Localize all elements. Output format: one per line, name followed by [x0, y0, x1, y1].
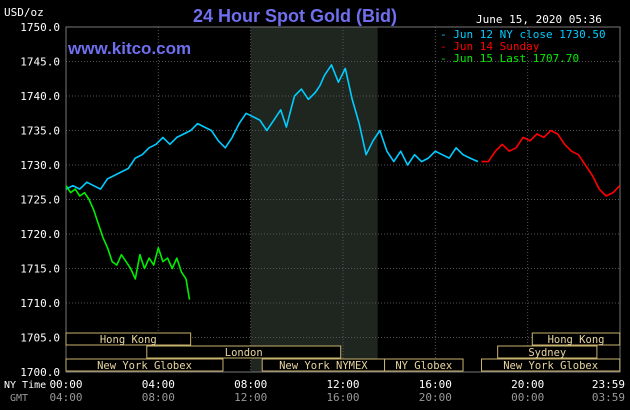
x-tick-label-gmt: 16:00 [326, 391, 359, 404]
y-tick-label: 1745.0 [20, 56, 60, 69]
legend-item-last: - Jun 15 Last 1707.70 [440, 52, 579, 65]
market-session-label: Sydney [528, 347, 566, 359]
chart-date: June 15, 2020 05:36 [476, 13, 602, 26]
x-tick-label-ny: 16:00 [419, 378, 452, 391]
market-session-label: New York Globex [503, 360, 598, 372]
market-session-box [65, 358, 224, 372]
chart-title: 24 Hour Spot Gold (Bid) [193, 6, 397, 26]
x-tick-label-ny: 00:00 [49, 378, 82, 391]
y-tick-label: 1720.0 [20, 228, 60, 241]
market-session-box [481, 358, 621, 372]
x-tick-label-gmt: 12:00 [234, 391, 267, 404]
x-axis-tick-labels: 00:0004:0004:0008:0008:0012:0012:0016:00… [49, 378, 625, 404]
legend-item-ny-close: - Jun 12 NY close 1730.50 [440, 28, 606, 41]
x-tick-label-gmt: 08:00 [142, 391, 175, 404]
series-line [65, 64, 479, 190]
y-tick-label: 1730.0 [20, 159, 60, 172]
market-session-box [146, 345, 342, 359]
y-tick-label: 1715.0 [20, 263, 60, 276]
y-tick-label: 1750.0 [20, 21, 60, 34]
x-tick-label-gmt: 20:00 [419, 391, 452, 404]
market-session-label: NY Globex [395, 360, 452, 372]
gmt-row-label: GMT [10, 393, 28, 404]
market-session-box [531, 332, 621, 346]
series-line [65, 185, 191, 300]
x-tick-label-gmt: 00:00 [511, 391, 544, 404]
market-session-box [497, 345, 598, 359]
y-tick-label: 1700.0 [20, 366, 60, 379]
kitco-watermark: www.kitco.com [67, 39, 191, 58]
y-tick-label: 1710.0 [20, 297, 60, 310]
x-tick-label-gmt: 04:00 [49, 391, 82, 404]
x-tick-label-ny: 20:00 [511, 378, 544, 391]
market-session-label: Hong Kong [100, 334, 157, 346]
market-session-box [384, 358, 464, 372]
price-series [65, 64, 621, 300]
legend-item-sunday: - Jun 14 Sunday [440, 40, 540, 53]
ny-time-row-label: NY Time [4, 380, 46, 391]
y-unit-label: USD/oz [4, 6, 44, 19]
market-session-label: New York NYMEX [279, 360, 368, 372]
market-sessions: Hong Kong London New York Globex New York N… [65, 332, 621, 372]
market-session-label: London [225, 347, 263, 359]
y-tick-label: 1705.0 [20, 332, 60, 345]
y-tick-label: 1740.0 [20, 90, 60, 103]
x-tick-label-ny: 08:00 [234, 378, 267, 391]
plot-frame [65, 26, 621, 373]
x-tick-label-ny: 04:00 [142, 378, 175, 391]
x-tick-label-gmt: 03:59 [592, 391, 625, 404]
x-tick-label-ny: 12:00 [326, 378, 359, 391]
y-axis-tick-labels: 1750.0 1745.0 1740.0 1735.0 1730.0 1725.0 1720… [20, 21, 60, 379]
series-line [481, 129, 621, 197]
nymex-highlight-band [250, 27, 378, 372]
market-session-box [65, 332, 192, 346]
market-session-label: Hong Kong [548, 334, 605, 346]
x-tick-label-ny: 23:59 [592, 378, 625, 391]
market-session-label: New York Globex [97, 360, 192, 372]
y-tick-label: 1725.0 [20, 194, 60, 207]
y-tick-label: 1735.0 [20, 125, 60, 138]
